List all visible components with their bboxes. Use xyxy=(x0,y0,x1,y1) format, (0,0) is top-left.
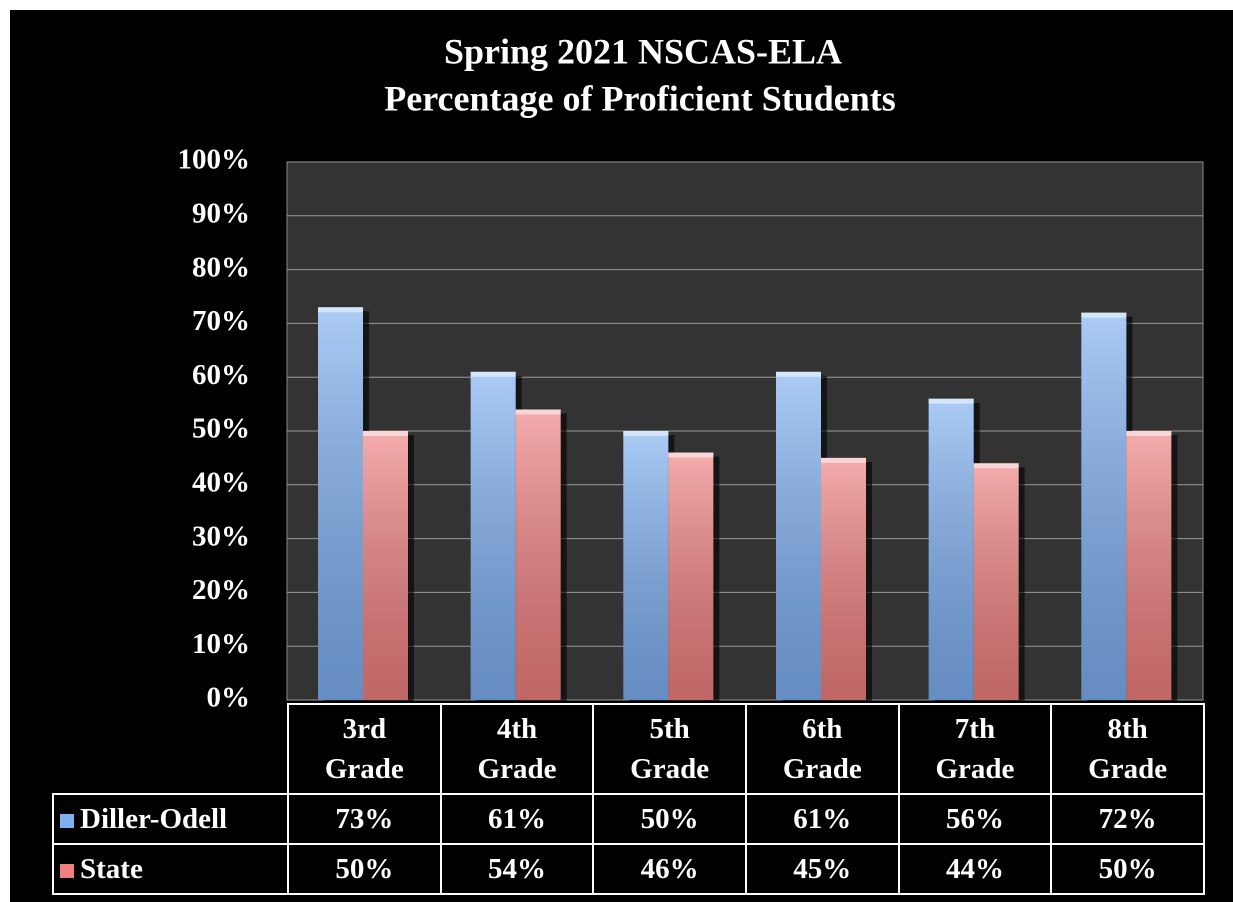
bar-cap xyxy=(515,409,561,415)
bar-shade xyxy=(973,463,1019,700)
table-header-cell: 7th Grade xyxy=(897,703,1053,795)
table-header-cell: 8th Grade xyxy=(1050,703,1205,795)
bar-cap xyxy=(1126,431,1172,436)
bar-shade xyxy=(668,452,714,700)
value-label: 73% xyxy=(287,793,442,845)
bar-cap xyxy=(821,457,866,463)
bar-cap xyxy=(470,371,516,377)
y-tick-label: 50% xyxy=(192,413,250,445)
bar-cap xyxy=(363,431,408,436)
y-tick-label: 20% xyxy=(192,574,250,606)
table-header-row: 3rd Grade 4th Grade 5th Grade 6th Grade 7th … xyxy=(53,703,1205,795)
bar-shade xyxy=(821,457,866,700)
legend-swatch xyxy=(60,863,74,878)
category-label: 7th Grade xyxy=(935,713,1015,785)
table-row: Diller-Odell 73% 61% 50% 61% 56% 72% xyxy=(52,793,1205,845)
value-label: 61% xyxy=(439,793,595,845)
y-tick-label: 100% xyxy=(178,144,251,176)
chart-title: Spring 2021 NSCAS-ELA xyxy=(444,31,842,71)
value-label: 61% xyxy=(744,793,900,845)
data-table: 3rd Grade 4th Grade 5th Grade 6th Grade 7th … xyxy=(52,703,1205,895)
value-label: 54% xyxy=(439,843,595,895)
category-label: 6th Grade xyxy=(782,713,862,785)
category-label: 4th Grade xyxy=(477,713,557,785)
category-label: 3rd Grade xyxy=(324,713,404,785)
chart-subtitle: Percentage of Proficient Students xyxy=(384,78,896,118)
value-label: 46% xyxy=(592,843,747,895)
y-tick-label: 30% xyxy=(192,520,250,552)
bar-shade xyxy=(1126,431,1172,700)
bar-cap xyxy=(668,452,714,458)
table-header-cell: 4th Grade xyxy=(439,703,595,795)
table-header-cell: 6th Grade xyxy=(744,703,900,795)
value-label: 44% xyxy=(897,843,1053,895)
bar-cap xyxy=(776,371,821,377)
bar-shade xyxy=(1081,312,1127,700)
bar-cap xyxy=(623,431,669,436)
category-label: 5th Grade xyxy=(630,713,710,785)
bar-shade xyxy=(318,307,363,700)
y-tick-label: 10% xyxy=(192,628,250,660)
category-label: 8th Grade xyxy=(1088,713,1168,785)
bar-cap xyxy=(318,307,363,313)
value-label: 45% xyxy=(744,843,900,895)
bar-cap xyxy=(1081,312,1127,318)
table-header-cell: 3rd Grade xyxy=(287,703,442,795)
value-label: 50% xyxy=(287,843,442,895)
value-label: 50% xyxy=(592,793,747,845)
legend-swatch xyxy=(60,813,74,828)
value-label: 72% xyxy=(1050,793,1205,845)
bar-shade xyxy=(776,371,821,700)
table-corner xyxy=(53,704,289,795)
y-tick-label: 60% xyxy=(192,359,250,391)
bar-cap xyxy=(973,463,1019,469)
value-label: 50% xyxy=(1050,843,1205,895)
value-label: 56% xyxy=(897,793,1053,845)
y-tick-label: 70% xyxy=(192,305,250,337)
bar-shade xyxy=(623,431,669,700)
series-cell: State xyxy=(52,843,289,895)
y-tick-label: 90% xyxy=(192,197,250,229)
bar-shade xyxy=(515,409,561,700)
legend-label: State xyxy=(80,852,143,885)
bar-cap xyxy=(928,398,974,404)
table-header-cell: 5th Grade xyxy=(592,703,747,795)
series-cell: Diller-Odell xyxy=(52,793,289,845)
table-row: State 50% 54% 46% 45% 44% 50% xyxy=(52,843,1205,895)
bar-shade xyxy=(363,431,408,700)
bar-shade xyxy=(470,371,516,700)
y-tick-label: 80% xyxy=(192,251,250,283)
bar-shade xyxy=(928,398,974,700)
legend-label: Diller-Odell xyxy=(80,802,228,835)
y-tick-label: 40% xyxy=(192,466,250,498)
